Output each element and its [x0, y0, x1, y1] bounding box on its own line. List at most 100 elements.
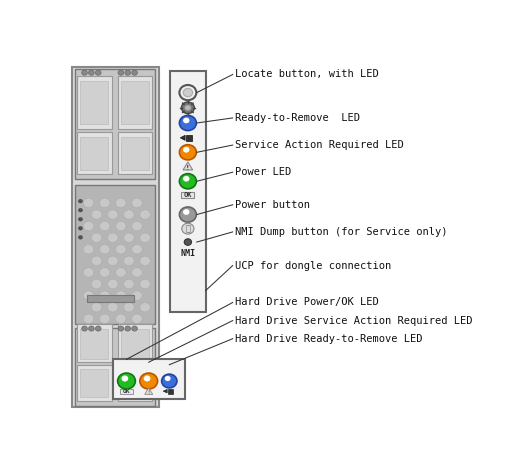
- Circle shape: [107, 303, 118, 312]
- Text: OK: OK: [123, 389, 130, 394]
- Circle shape: [100, 291, 110, 300]
- Circle shape: [140, 256, 151, 266]
- Bar: [168, 389, 173, 394]
- Circle shape: [140, 210, 151, 219]
- Circle shape: [107, 256, 118, 266]
- Circle shape: [83, 314, 94, 323]
- Circle shape: [83, 291, 94, 300]
- Text: Hard Drive Service Action Required LED: Hard Drive Service Action Required LED: [234, 315, 472, 326]
- Bar: [121, 329, 148, 359]
- Circle shape: [91, 256, 102, 266]
- Text: NMI Dump button (for Service only): NMI Dump button (for Service only): [234, 227, 447, 237]
- Bar: [170, 71, 206, 312]
- Circle shape: [132, 221, 142, 231]
- Circle shape: [123, 303, 134, 312]
- Circle shape: [79, 227, 82, 230]
- Circle shape: [179, 116, 196, 131]
- Bar: [80, 329, 108, 359]
- Circle shape: [91, 279, 102, 289]
- Circle shape: [79, 208, 82, 212]
- Circle shape: [183, 176, 190, 181]
- Circle shape: [140, 233, 151, 243]
- Bar: [118, 76, 152, 129]
- Bar: [186, 135, 192, 141]
- Circle shape: [132, 268, 142, 277]
- Text: Ready-to-Remove  LED: Ready-to-Remove LED: [234, 113, 359, 123]
- Circle shape: [183, 147, 190, 153]
- Bar: [72, 67, 159, 407]
- Circle shape: [132, 198, 142, 208]
- Circle shape: [100, 198, 110, 208]
- Circle shape: [91, 210, 102, 219]
- Polygon shape: [183, 162, 193, 170]
- Circle shape: [79, 199, 82, 203]
- Circle shape: [162, 374, 177, 388]
- Circle shape: [183, 88, 193, 97]
- Circle shape: [132, 244, 142, 254]
- Circle shape: [132, 326, 138, 331]
- Text: Power LED: Power LED: [234, 167, 291, 177]
- Circle shape: [100, 244, 110, 254]
- Circle shape: [118, 70, 123, 75]
- Circle shape: [79, 218, 82, 221]
- Circle shape: [100, 268, 110, 277]
- Bar: [75, 328, 155, 406]
- Circle shape: [116, 221, 126, 231]
- Circle shape: [184, 239, 192, 245]
- Polygon shape: [145, 388, 153, 394]
- Circle shape: [182, 223, 194, 234]
- Bar: [118, 133, 152, 174]
- Circle shape: [116, 314, 126, 323]
- Circle shape: [118, 326, 123, 331]
- Circle shape: [123, 279, 134, 289]
- Bar: [75, 185, 155, 324]
- Circle shape: [116, 268, 126, 277]
- Polygon shape: [180, 135, 185, 141]
- Bar: [80, 137, 108, 170]
- Circle shape: [89, 70, 94, 75]
- Circle shape: [179, 173, 196, 189]
- Circle shape: [100, 314, 110, 323]
- Circle shape: [83, 244, 94, 254]
- Bar: [77, 324, 111, 362]
- Text: UCP for dongle connection: UCP for dongle connection: [234, 260, 391, 271]
- Text: Locate button, with LED: Locate button, with LED: [234, 70, 378, 79]
- Circle shape: [140, 373, 157, 389]
- Circle shape: [95, 70, 101, 75]
- Circle shape: [83, 221, 94, 231]
- Circle shape: [95, 326, 101, 331]
- Circle shape: [132, 314, 142, 323]
- Circle shape: [107, 210, 118, 219]
- Circle shape: [79, 235, 82, 239]
- Text: ⏻: ⏻: [185, 224, 190, 233]
- Bar: [77, 76, 111, 129]
- Circle shape: [91, 233, 102, 243]
- Circle shape: [183, 118, 190, 123]
- Circle shape: [132, 291, 142, 300]
- Circle shape: [181, 102, 194, 114]
- Circle shape: [116, 198, 126, 208]
- Circle shape: [183, 209, 190, 215]
- Circle shape: [83, 268, 94, 277]
- Bar: [77, 365, 111, 401]
- Bar: [181, 192, 194, 198]
- Circle shape: [100, 221, 110, 231]
- Circle shape: [91, 303, 102, 312]
- Text: Service Action Required LED: Service Action Required LED: [234, 140, 403, 150]
- Text: OK: OK: [183, 192, 192, 198]
- Circle shape: [82, 70, 88, 75]
- Circle shape: [125, 70, 131, 75]
- Circle shape: [179, 145, 196, 160]
- Bar: [118, 365, 152, 401]
- Text: NMI: NMI: [180, 249, 195, 258]
- Bar: [113, 359, 184, 399]
- Circle shape: [179, 85, 196, 100]
- Text: Hard Drive Power/OK LED: Hard Drive Power/OK LED: [234, 298, 378, 307]
- Circle shape: [165, 376, 170, 381]
- Bar: [118, 324, 152, 362]
- Bar: [80, 369, 108, 397]
- Bar: [121, 137, 148, 170]
- Circle shape: [132, 70, 138, 75]
- Polygon shape: [163, 389, 167, 393]
- Circle shape: [82, 326, 88, 331]
